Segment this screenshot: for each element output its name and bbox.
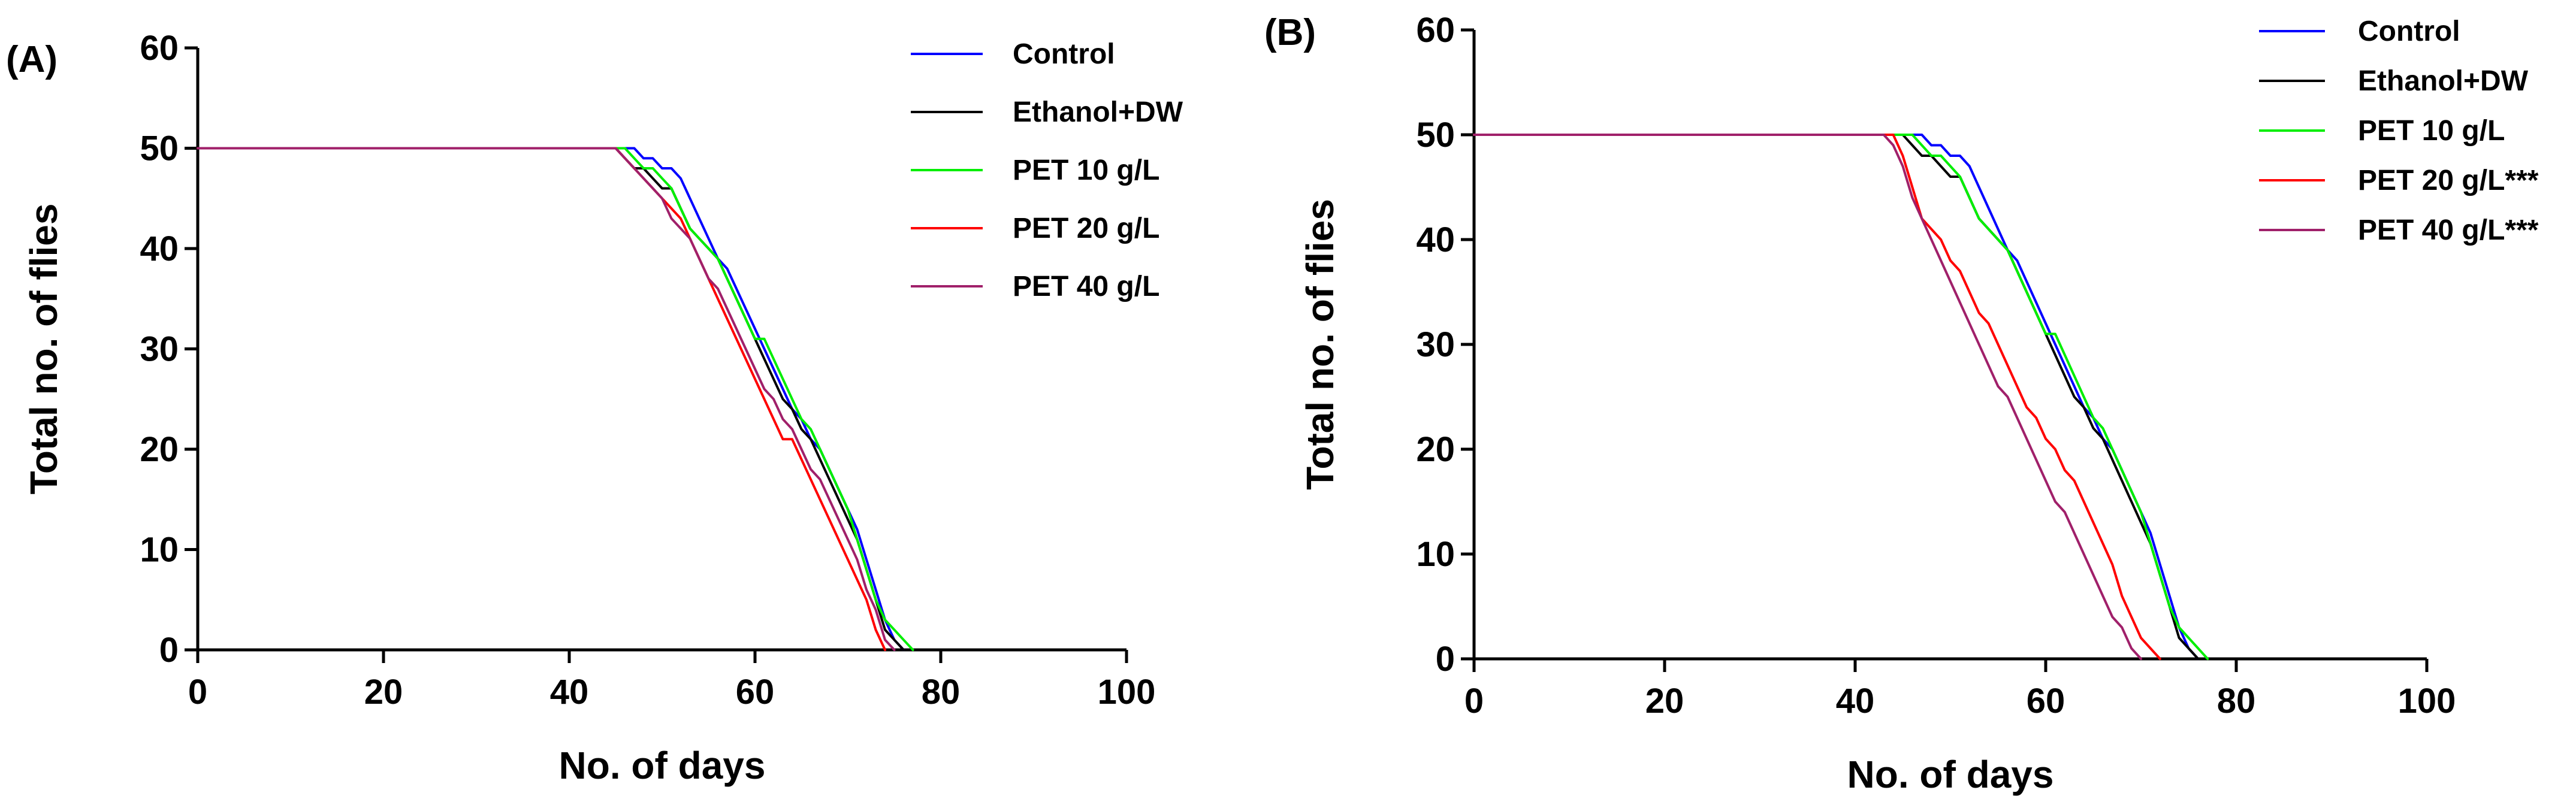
y-tick-label: 30 [1416,325,1455,364]
y-tick-label: 40 [140,229,179,268]
y-tick-label: 30 [140,330,179,369]
y-tick-label: 50 [140,129,179,168]
series-line-pet-10-g-l [197,147,914,651]
legend-label: PET 10 g/L [1013,155,1159,186]
x-axis-title: No. of days [559,744,766,787]
legend-label: PET 20 g/L [1013,213,1159,244]
legend-label: Ethanol+DW [2358,65,2529,97]
x-tick-label: 40 [550,673,589,712]
x-tick-label: 40 [1836,682,1875,721]
panel-label: (B) [1264,12,1316,53]
legend-label: PET 20 g/L*** [2358,165,2539,196]
y-tick-label: 60 [140,29,179,68]
y-tick-label: 60 [1416,11,1455,50]
x-tick-label: 20 [1645,682,1684,721]
series-line-pet-40-g-l [1473,134,2142,660]
x-tick-label: 100 [1098,673,1156,712]
x-tick-label: 0 [188,673,207,712]
y-axis-title: Total no. of flies [1298,199,1342,490]
y-tick-label: 0 [1436,640,1455,679]
x-tick-label: 20 [364,673,403,712]
y-tick-label: 50 [1416,116,1455,155]
legend-label: Control [1013,38,1115,70]
x-axis-title: No. of days [1847,753,2054,796]
y-tick-label: 10 [1416,535,1455,574]
panel-label: (A) [6,39,58,80]
legend-label: Control [2358,16,2460,47]
x-tick-label: 0 [1464,682,1484,721]
x-tick-label: 100 [2398,682,2456,721]
x-tick-label: 60 [736,673,775,712]
panel-a: (A) 0 10 20 30 40 50 60 0 20 40 60 80 100 No. of days T… [6,29,1183,787]
y-tick-label: 0 [159,631,179,670]
x-tick-label: 80 [922,673,961,712]
series-line-pet-10-g-l [1473,134,2209,660]
series-line-pet-20-g-l [1473,134,2161,660]
y-axis-title: Total no. of flies [22,204,65,495]
legend-label: PET 40 g/L*** [2358,214,2539,246]
x-tick-label: 60 [2027,682,2065,721]
y-tick-label: 40 [1416,220,1455,259]
y-tick-label: 10 [140,531,179,570]
x-tick-label: 80 [2217,682,2256,721]
legend-label: Ethanol+DW [1013,96,1183,128]
y-tick-label: 20 [1416,430,1455,469]
panel-b: (B) 0 10 20 30 40 50 60 0 20 40 60 80 100 No. of days T… [1264,11,2539,796]
legend-label: PET 10 g/L [2358,115,2505,147]
series-line-pet-40-g-l [197,147,896,651]
y-tick-label: 20 [140,430,179,469]
legend-label: PET 40 g/L [1013,271,1159,302]
